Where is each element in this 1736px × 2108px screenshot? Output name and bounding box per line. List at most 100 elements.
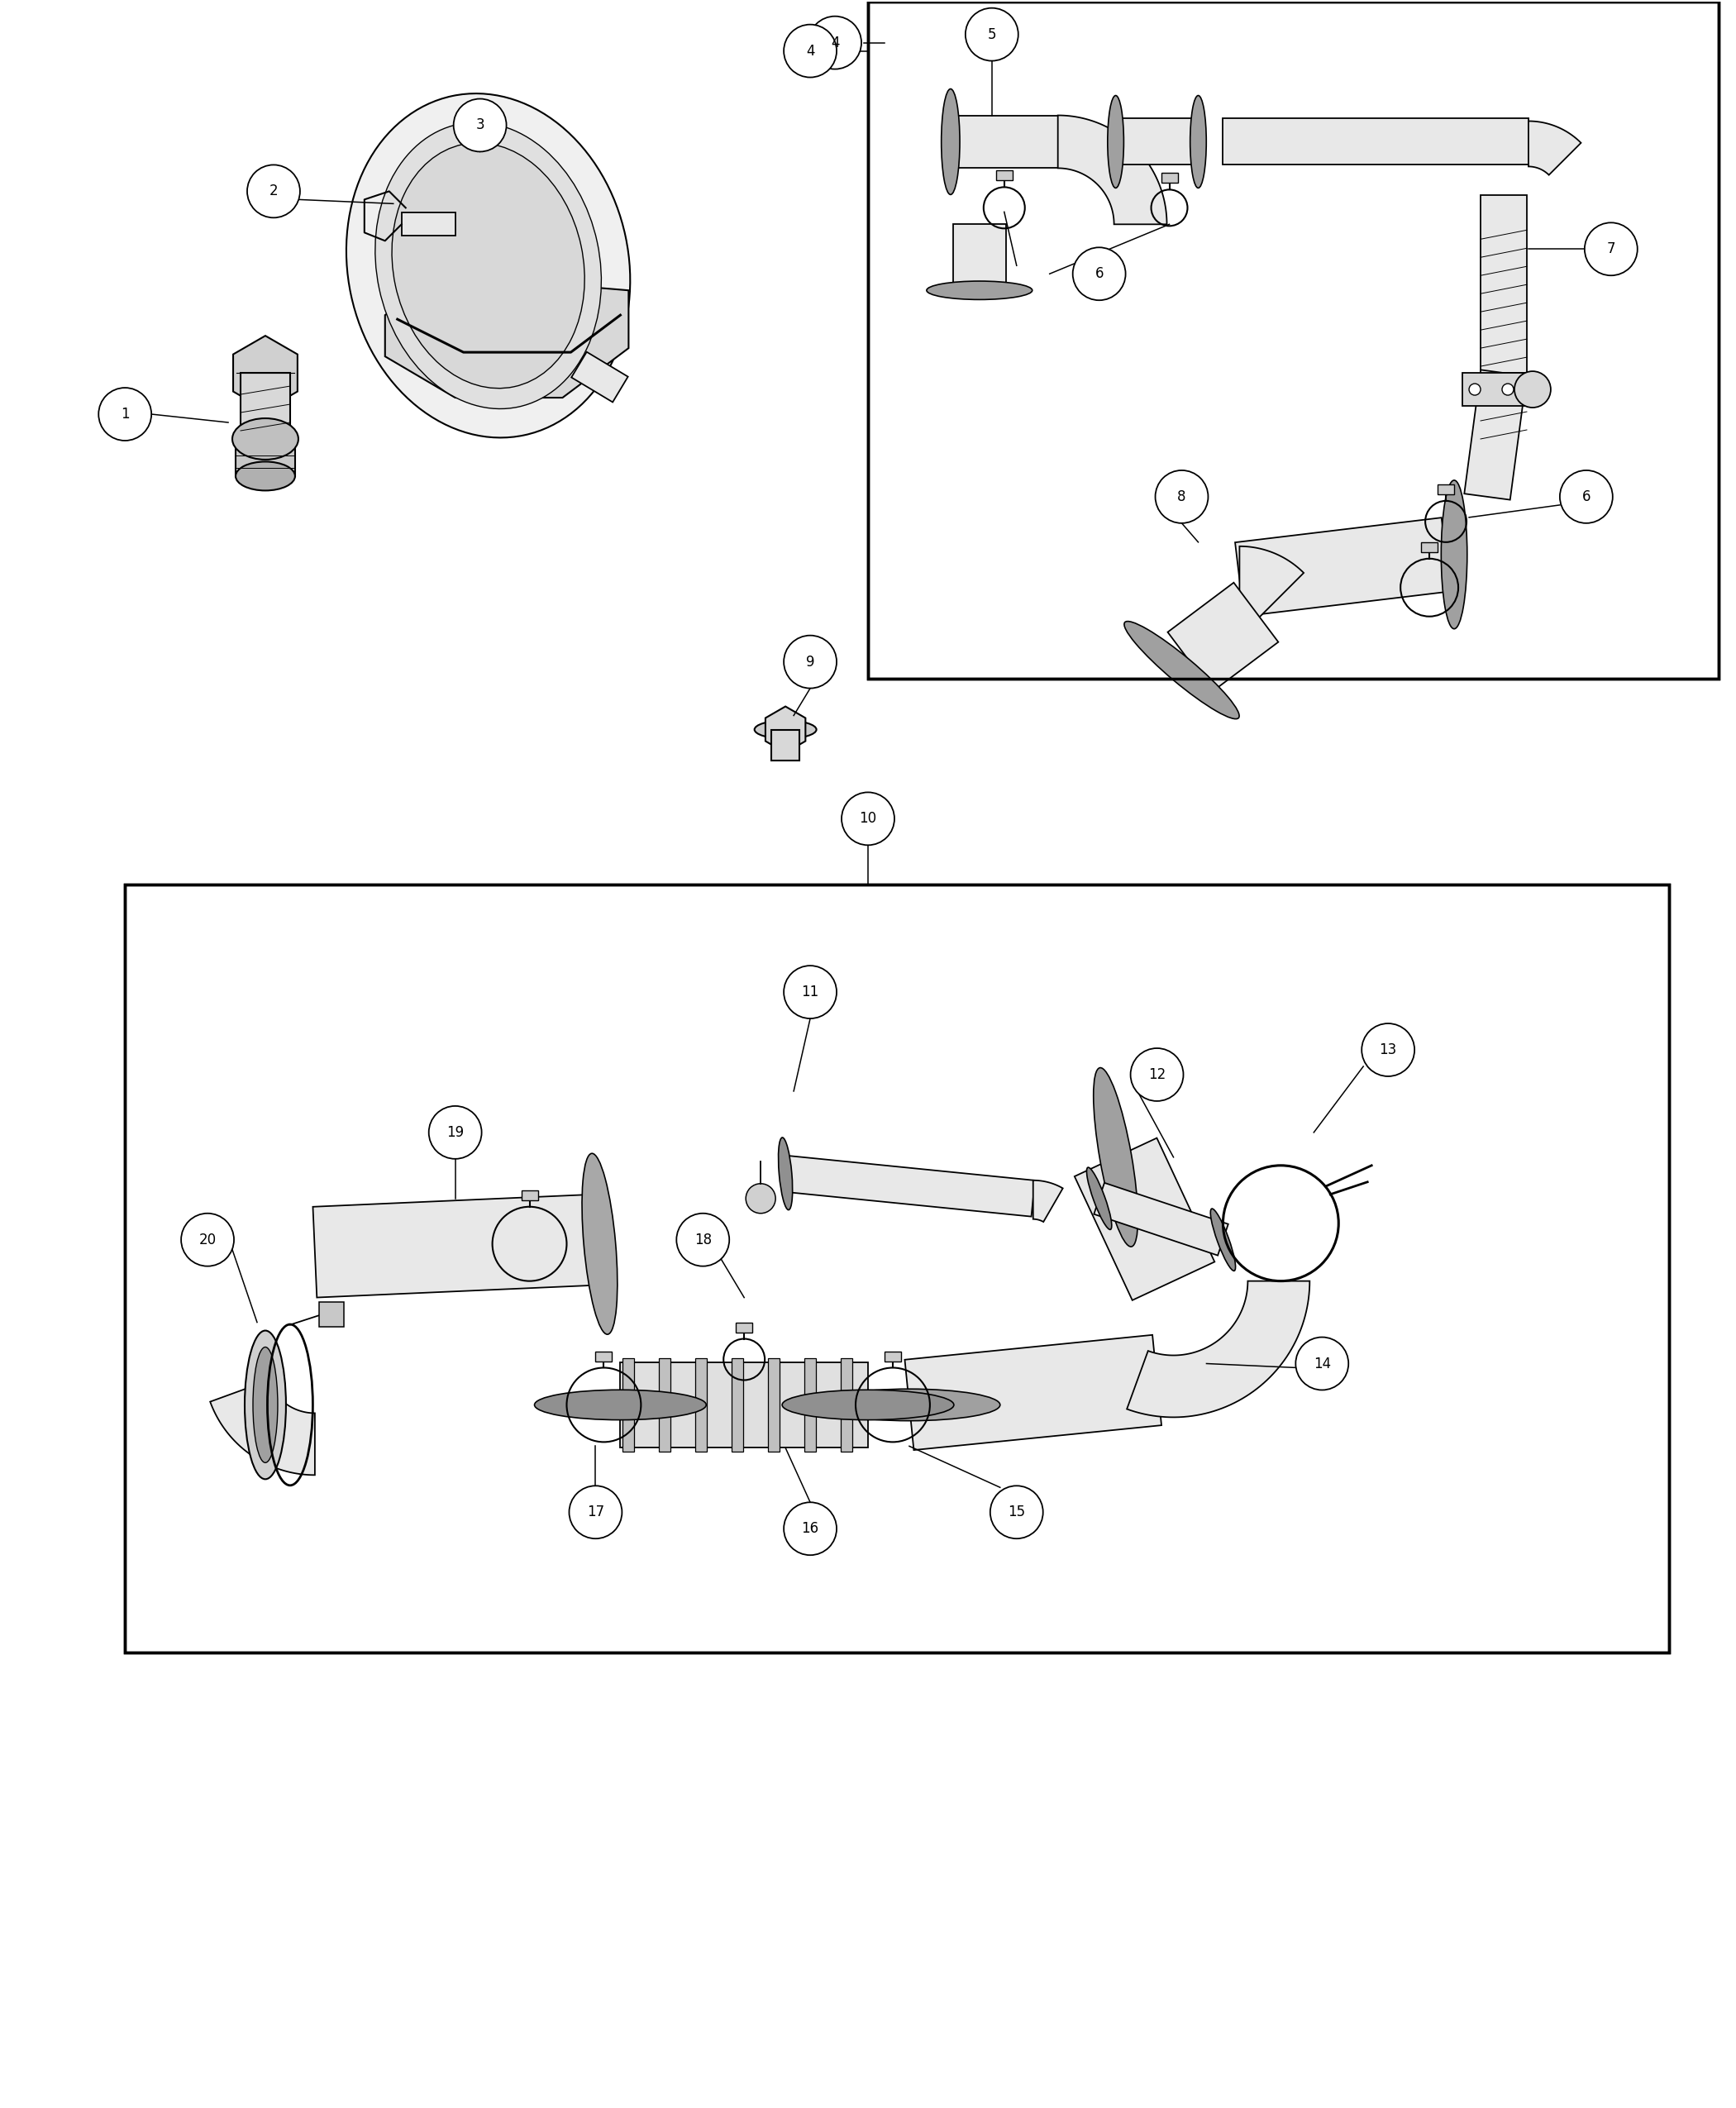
Text: 17: 17 — [587, 1505, 604, 1520]
FancyBboxPatch shape — [771, 729, 800, 761]
Polygon shape — [1463, 369, 1526, 500]
Polygon shape — [1240, 546, 1304, 622]
FancyBboxPatch shape — [733, 1358, 743, 1452]
Ellipse shape — [818, 1389, 1000, 1421]
FancyBboxPatch shape — [1161, 173, 1177, 183]
Circle shape — [1073, 247, 1125, 299]
FancyBboxPatch shape — [125, 885, 1668, 1653]
Circle shape — [429, 1107, 481, 1159]
FancyBboxPatch shape — [736, 1322, 752, 1332]
Polygon shape — [766, 706, 806, 753]
Text: 12: 12 — [1147, 1067, 1167, 1081]
Circle shape — [1295, 1336, 1349, 1389]
Polygon shape — [210, 1381, 314, 1476]
FancyBboxPatch shape — [996, 171, 1012, 181]
FancyBboxPatch shape — [1422, 542, 1437, 552]
Circle shape — [783, 965, 837, 1018]
Circle shape — [1469, 384, 1481, 394]
Circle shape — [783, 25, 837, 78]
Polygon shape — [620, 1362, 868, 1448]
Text: 13: 13 — [1380, 1043, 1397, 1058]
Ellipse shape — [1191, 95, 1207, 188]
Polygon shape — [1234, 519, 1450, 616]
Polygon shape — [1116, 118, 1198, 164]
FancyBboxPatch shape — [804, 1358, 816, 1452]
FancyBboxPatch shape — [1437, 485, 1455, 493]
FancyBboxPatch shape — [236, 438, 295, 476]
Text: 3: 3 — [476, 118, 484, 133]
Text: 11: 11 — [802, 984, 819, 999]
Polygon shape — [783, 1155, 1035, 1216]
Ellipse shape — [253, 1347, 278, 1463]
Ellipse shape — [582, 1153, 618, 1334]
Circle shape — [1585, 223, 1637, 276]
Circle shape — [809, 17, 861, 70]
FancyBboxPatch shape — [1462, 373, 1533, 407]
FancyBboxPatch shape — [595, 1351, 613, 1362]
Circle shape — [783, 1503, 837, 1556]
Polygon shape — [953, 223, 1005, 291]
Circle shape — [1154, 470, 1208, 523]
Text: 4: 4 — [806, 44, 814, 59]
Polygon shape — [1033, 1180, 1062, 1223]
Text: 1: 1 — [120, 407, 130, 422]
Polygon shape — [1127, 1282, 1309, 1417]
Ellipse shape — [1108, 95, 1123, 188]
Ellipse shape — [1210, 1208, 1236, 1271]
Polygon shape — [1481, 196, 1526, 373]
Text: 4: 4 — [830, 36, 838, 51]
Ellipse shape — [927, 280, 1033, 299]
Ellipse shape — [1441, 481, 1467, 628]
FancyBboxPatch shape — [660, 1358, 670, 1452]
Polygon shape — [1222, 118, 1528, 164]
FancyBboxPatch shape — [767, 1358, 779, 1452]
Text: 6: 6 — [1581, 489, 1590, 504]
Circle shape — [181, 1214, 234, 1267]
FancyBboxPatch shape — [885, 1351, 901, 1362]
Ellipse shape — [941, 89, 960, 194]
Polygon shape — [385, 282, 628, 398]
Ellipse shape — [245, 1330, 286, 1480]
Circle shape — [1514, 371, 1550, 407]
Polygon shape — [1168, 582, 1278, 691]
FancyBboxPatch shape — [319, 1301, 344, 1326]
Circle shape — [842, 793, 894, 845]
Circle shape — [99, 388, 151, 441]
Ellipse shape — [1087, 1168, 1111, 1229]
Ellipse shape — [345, 93, 630, 438]
Text: 14: 14 — [1314, 1355, 1332, 1370]
Polygon shape — [1075, 1138, 1215, 1301]
Polygon shape — [233, 335, 297, 411]
FancyBboxPatch shape — [241, 373, 290, 438]
Polygon shape — [401, 213, 455, 236]
Polygon shape — [904, 1334, 1161, 1450]
Circle shape — [965, 8, 1019, 61]
Text: 19: 19 — [446, 1126, 464, 1140]
Text: 16: 16 — [802, 1522, 819, 1537]
FancyBboxPatch shape — [521, 1191, 538, 1199]
Ellipse shape — [778, 1138, 793, 1210]
Circle shape — [677, 1214, 729, 1267]
Text: 20: 20 — [200, 1233, 217, 1248]
Text: 8: 8 — [1177, 489, 1186, 504]
Circle shape — [990, 1486, 1043, 1539]
Ellipse shape — [236, 462, 295, 491]
FancyBboxPatch shape — [623, 1358, 634, 1452]
Circle shape — [1561, 470, 1613, 523]
Text: 5: 5 — [988, 27, 996, 42]
Ellipse shape — [375, 122, 601, 409]
Polygon shape — [1057, 116, 1167, 223]
Ellipse shape — [233, 417, 299, 460]
Ellipse shape — [783, 1389, 953, 1421]
Circle shape — [453, 99, 507, 152]
Text: 9: 9 — [806, 653, 814, 670]
Polygon shape — [951, 116, 1057, 169]
Text: 18: 18 — [694, 1233, 712, 1248]
Circle shape — [746, 1183, 776, 1214]
Text: 2: 2 — [269, 183, 278, 198]
Polygon shape — [312, 1195, 597, 1299]
FancyBboxPatch shape — [696, 1358, 707, 1452]
Text: 10: 10 — [859, 812, 877, 826]
Circle shape — [783, 635, 837, 689]
Circle shape — [569, 1486, 621, 1539]
